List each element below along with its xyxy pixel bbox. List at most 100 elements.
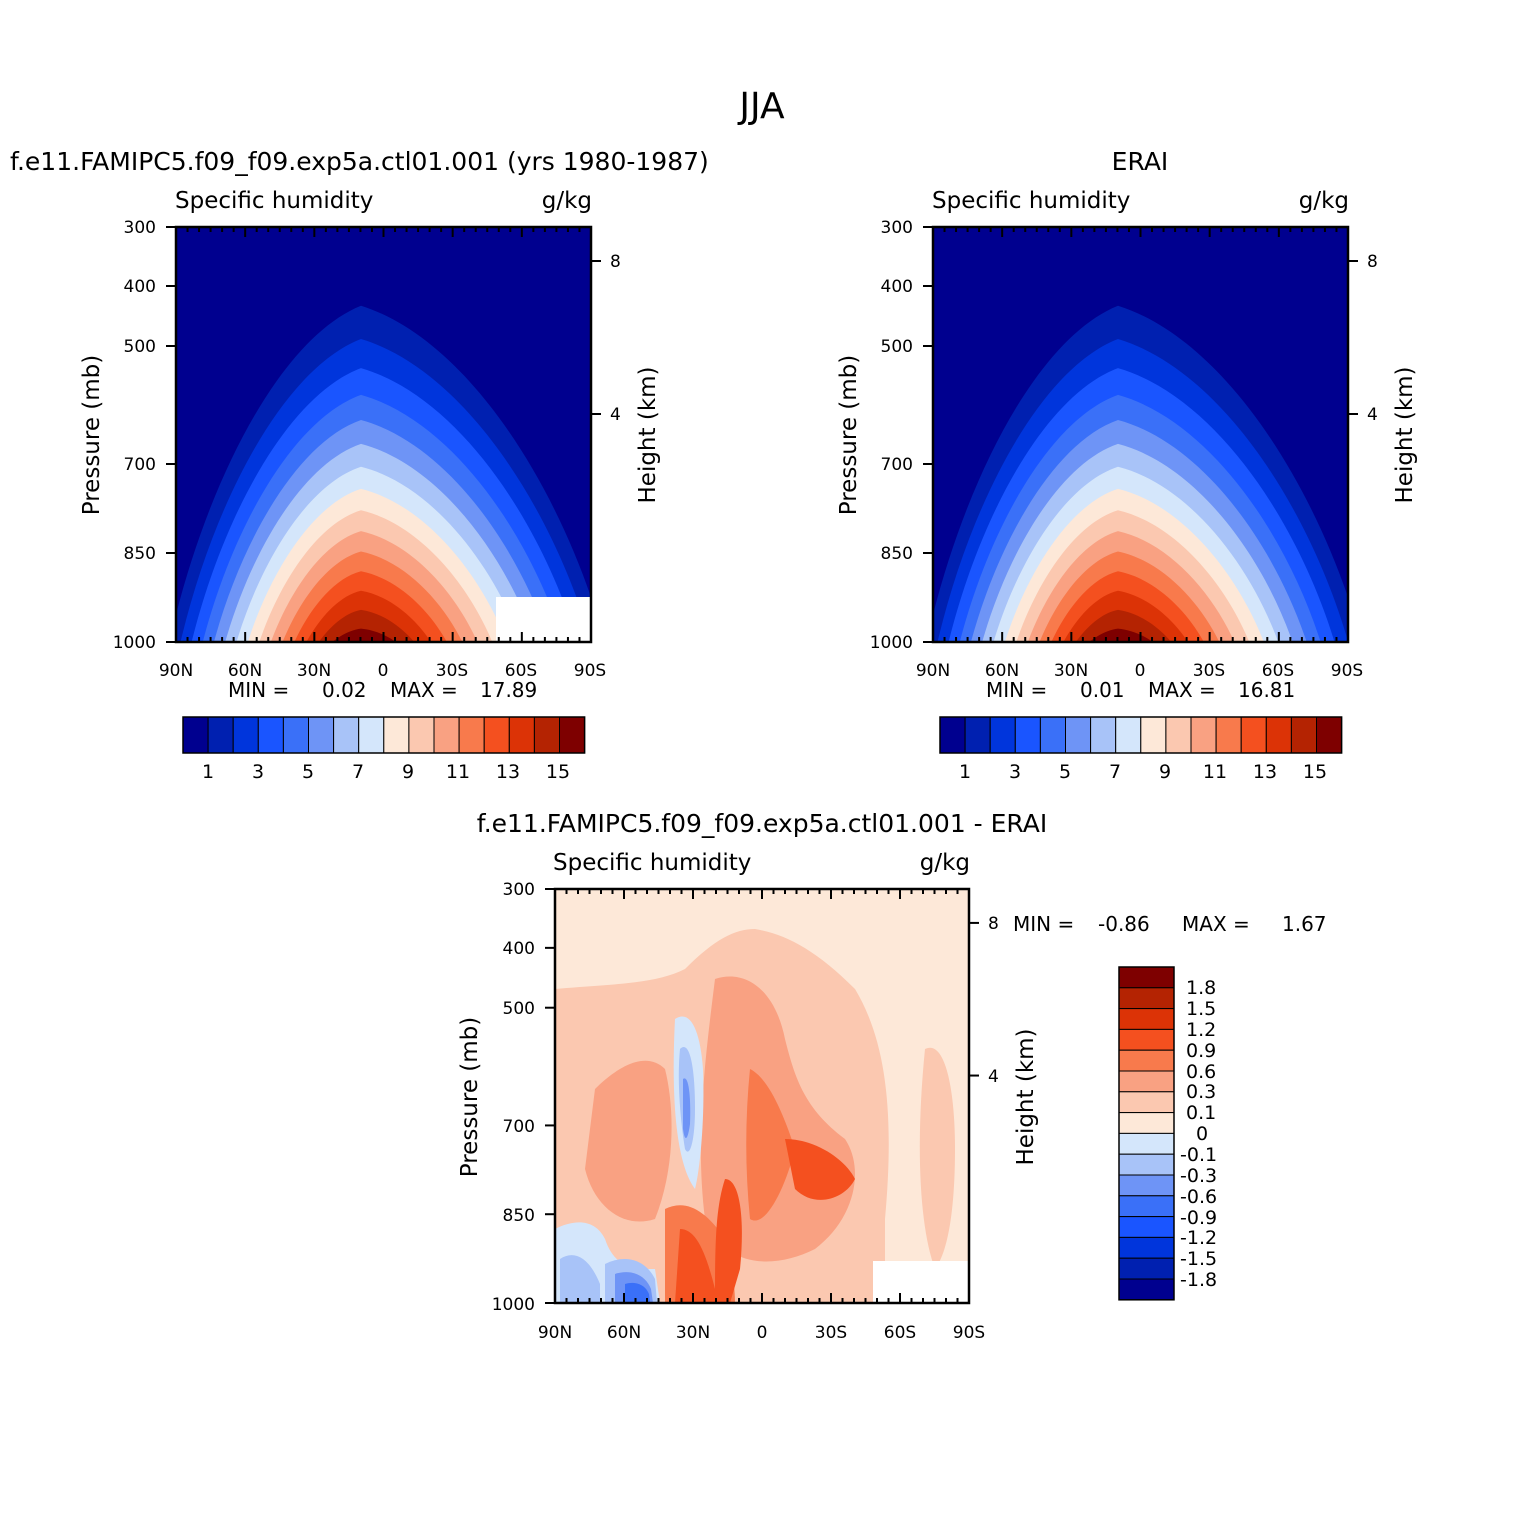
y-axis-label: Pressure (mb) — [79, 355, 105, 515]
min-label: MIN = — [986, 678, 1047, 702]
y-tick-label: 700 — [881, 455, 913, 475]
max-label: MAX = — [390, 678, 458, 702]
colorbar-swatch — [1118, 1091, 1175, 1114]
colorbar-swatch — [964, 716, 991, 754]
y-tick-label: 300 — [503, 880, 535, 900]
x-tick-label: 90S — [574, 661, 606, 681]
panel-diff-colorbar — [1118, 966, 1175, 1301]
colorbar-swatch — [1118, 987, 1175, 1010]
colorbar-label: 3 — [1009, 761, 1021, 783]
panel-erai: ERAI Specific humidity g/kg 90N 60N 30N … — [836, 147, 1418, 783]
y-axis-label: Pressure (mb) — [836, 355, 862, 515]
x-tick-label: 90N — [159, 661, 193, 681]
colorbar-swatch — [1090, 716, 1117, 754]
colorbar-label: 1.2 — [1186, 1019, 1216, 1041]
colorbar-swatch — [508, 716, 535, 754]
y-tick-label: 300 — [881, 218, 913, 238]
x-tick-label: 30S — [815, 1323, 847, 1343]
missing-data-mask — [873, 1261, 969, 1303]
colorbar-label: -0.9 — [1180, 1207, 1217, 1229]
colorbar-swatch — [1240, 716, 1267, 754]
colorbar-swatch — [1316, 716, 1343, 754]
colorbar-label: 0.9 — [1186, 1040, 1216, 1062]
y-tick-label: 500 — [124, 337, 156, 357]
panel-model-plot — [176, 227, 591, 642]
colorbar-swatch — [182, 716, 209, 754]
x-tick-label: 60S — [1262, 661, 1294, 681]
contour-band — [318, 609, 415, 642]
colorbar-swatch — [1215, 716, 1242, 754]
colorbar-label: 7 — [1109, 761, 1121, 783]
colorbar-swatch — [333, 716, 360, 754]
colorbar-label: 9 — [402, 761, 414, 783]
x-tick-label: 60N — [607, 1323, 641, 1343]
panel-model-title: f.e11.FAMIPC5.f09_f09.exp5a.ctl01.001 (y… — [10, 147, 709, 176]
panel-erai-units: g/kg — [1299, 188, 1349, 214]
colorbar-swatch — [408, 716, 435, 754]
colorbar-label: 1 — [202, 761, 214, 783]
panel-erai-colorbar — [939, 716, 1343, 754]
colorbar-swatch — [433, 716, 460, 754]
colorbar-swatch — [257, 716, 284, 754]
colorbar-label: -1.5 — [1180, 1248, 1217, 1270]
colorbar-label: -1.2 — [1180, 1227, 1217, 1249]
colorbar-swatch — [458, 716, 485, 754]
colorbar-swatch — [383, 716, 410, 754]
y-tick-label: 850 — [881, 544, 913, 564]
colorbar-swatch — [282, 716, 309, 754]
colorbar-label: 15 — [1303, 761, 1327, 783]
contour-band — [919, 1047, 955, 1269]
y-tick-label: 850 — [124, 544, 156, 564]
colorbar-swatch — [1065, 716, 1092, 754]
y-tick-label: 1000 — [870, 633, 913, 653]
colorbar-label: 1 — [959, 761, 971, 783]
contour-band — [1075, 609, 1172, 642]
x-tick-label: 30N — [676, 1323, 710, 1343]
max-label: MAX = — [1148, 678, 1216, 702]
x-tick-label: 30N — [1054, 661, 1088, 681]
contour-band — [683, 1078, 691, 1139]
panel-diff-variable: Specific humidity — [553, 850, 751, 876]
panel-model: f.e11.FAMIPC5.f09_f09.exp5a.ctl01.001 (y… — [10, 147, 709, 783]
colorbar-label: 15 — [546, 761, 570, 783]
min-label: MIN = — [1013, 912, 1074, 936]
colorbar-swatch — [358, 716, 385, 754]
missing-data-mask — [496, 597, 591, 642]
colorbar-swatch — [1118, 1132, 1175, 1155]
x-tick-label: 90N — [916, 661, 950, 681]
y-tick-label: 850 — [503, 1206, 535, 1226]
x-tick-label: 60S — [884, 1323, 916, 1343]
colorbar-swatch — [533, 716, 561, 754]
y2-tick-label: 8 — [1367, 252, 1378, 272]
colorbar-frame — [1118, 966, 1175, 1301]
colorbar-swatch — [1118, 1216, 1175, 1238]
colorbar-label: 7 — [352, 761, 364, 783]
colorbar-label: -0.3 — [1180, 1165, 1217, 1187]
colorbar-swatch — [1118, 966, 1175, 989]
panel-model-variable: Specific humidity — [175, 188, 373, 214]
colorbar-swatch — [1118, 1174, 1175, 1197]
x-tick-label: 90S — [953, 1323, 985, 1343]
y2-tick-label: 4 — [988, 1067, 999, 1087]
colorbar-swatch — [1165, 716, 1192, 754]
colorbar-label: 13 — [1253, 761, 1277, 783]
colorbar-swatch — [1190, 716, 1217, 754]
colorbar-swatch — [1118, 1257, 1175, 1280]
colorbar-swatch — [1039, 716, 1067, 754]
colorbar-swatch — [483, 716, 510, 754]
contour-band — [585, 1060, 672, 1222]
y-tick-label: 500 — [881, 337, 913, 357]
y2-axis-label: Height (km) — [635, 366, 661, 503]
panel-diff-plot — [555, 889, 969, 1303]
colorbar-swatch — [1265, 716, 1292, 754]
max-label: MAX = — [1182, 912, 1250, 936]
y2-axis-label: Height (km) — [1013, 1028, 1039, 1165]
colorbar-swatch — [1118, 1049, 1175, 1072]
y2-tick-label: 4 — [610, 405, 621, 425]
panel-erai-variable: Specific humidity — [932, 188, 1130, 214]
colorbar-swatch — [939, 716, 966, 754]
panel-model-units: g/kg — [542, 188, 592, 214]
max-value: 1.67 — [1282, 912, 1327, 936]
y2-tick-label: 8 — [988, 914, 999, 934]
